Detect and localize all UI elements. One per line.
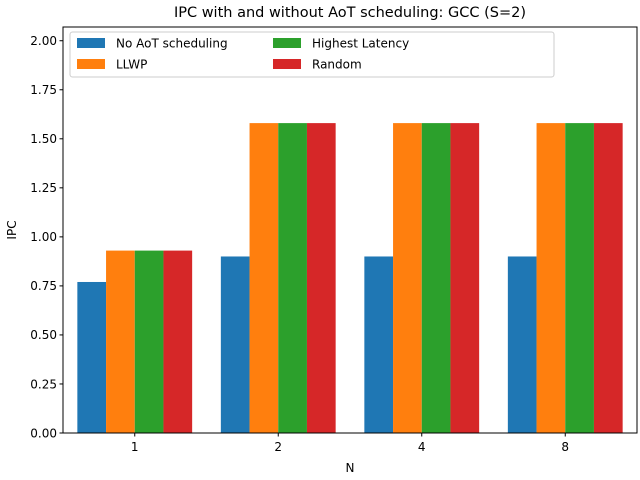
bar-llwp-n2 <box>249 123 279 434</box>
bar-llwp-n1 <box>106 250 135 433</box>
legend-swatch <box>273 38 301 48</box>
y-tick-label: 1.00 <box>30 230 57 244</box>
legend-swatch <box>77 38 105 48</box>
bar-no-aot-scheduling-n8 <box>507 256 537 433</box>
x-tick-label: 1 <box>131 440 139 454</box>
x-tick-label: 4 <box>418 440 426 454</box>
legend-label: LLWP <box>116 57 147 71</box>
legend-box <box>69 31 555 78</box>
bar-random-n8 <box>593 123 623 434</box>
x-tick-label: 8 <box>561 440 569 454</box>
y-tick-label: 1.25 <box>30 181 57 195</box>
legend-label: Random <box>312 57 362 71</box>
chart-title: IPC with and without AoT scheduling: GCC… <box>174 5 526 21</box>
bar-no-aot-scheduling-n2 <box>220 256 250 433</box>
y-tick-label: 1.50 <box>30 132 57 146</box>
y-tick-label: 2.00 <box>30 34 57 48</box>
legend-label: Highest Latency <box>312 36 409 50</box>
y-axis: 0.00 0.25 0.50 0.75 1.00 1.25 1.50 1.75 2.00 <box>30 34 63 440</box>
legend-swatch <box>77 59 105 69</box>
legend-swatch <box>273 59 301 69</box>
bar-no-aot-scheduling-n4 <box>364 256 394 433</box>
plot-frame <box>62 26 638 434</box>
bar-highest-latency-n1 <box>134 250 164 433</box>
legend: No AoT scheduling LLWP Highest Latency Rand… <box>69 31 555 78</box>
bar-highest-latency-n4 <box>421 123 451 434</box>
y-tick-label: 0.25 <box>30 377 57 391</box>
y-tick-label: 1.75 <box>30 83 57 97</box>
y-tick-label: 0.75 <box>30 279 57 293</box>
y-tick-label: 0.50 <box>30 328 57 342</box>
x-axis: 1 2 4 8 <box>131 433 569 454</box>
bar-random-n1 <box>163 250 193 433</box>
bar-llwp-n8 <box>536 123 566 434</box>
bar-random-n4 <box>450 123 480 434</box>
bar-no-aot-scheduling-n1 <box>77 281 107 433</box>
y-axis-label: IPC <box>5 220 19 239</box>
bars-group <box>77 123 623 434</box>
legend-label: No AoT scheduling <box>116 36 228 50</box>
x-tick-label: 2 <box>274 440 282 454</box>
bar-highest-latency-n2 <box>278 123 307 434</box>
x-axis-label: N <box>346 461 355 475</box>
bar-llwp-n4 <box>393 123 422 434</box>
bar-random-n2 <box>306 123 336 434</box>
y-tick-label: 0.00 <box>30 426 57 440</box>
bar-highest-latency-n8 <box>565 123 594 434</box>
